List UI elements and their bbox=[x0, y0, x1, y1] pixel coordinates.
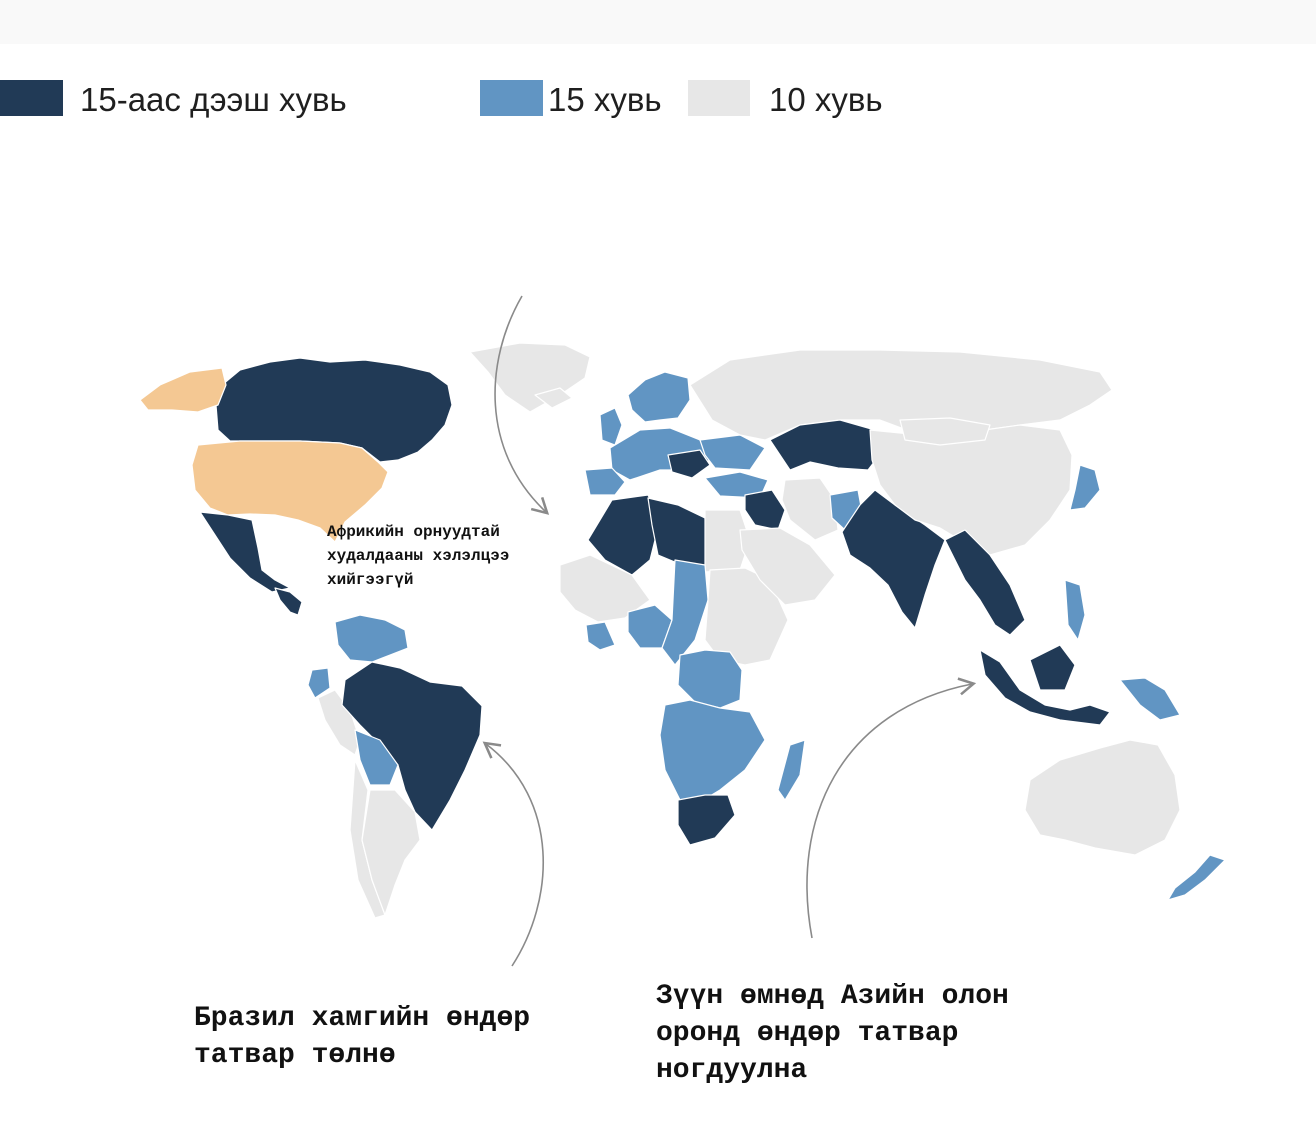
region-scandinavia bbox=[627, 371, 691, 423]
legend-label-above-15: 15-аас дээш хувь bbox=[80, 81, 347, 118]
africa-note: Африкийн орнуудтай худалдааны хэлэлцээ х… bbox=[327, 523, 510, 589]
region-philippines bbox=[1064, 579, 1086, 641]
region-russia bbox=[689, 349, 1113, 441]
region-mongolia bbox=[899, 417, 991, 446]
region-madagascar bbox=[777, 739, 806, 801]
arrow-brazil bbox=[482, 741, 544, 967]
region-iran bbox=[781, 477, 839, 541]
region-australia bbox=[1024, 739, 1181, 856]
region-iberia bbox=[584, 467, 626, 496]
region-uk-ireland bbox=[599, 407, 623, 446]
region-turkey bbox=[704, 471, 769, 499]
arrow-africa bbox=[494, 295, 550, 515]
region-japan bbox=[1069, 464, 1101, 511]
brazil-note: Бразил хамгийн өндөр татвар төлнө bbox=[194, 1003, 531, 1071]
region-usa bbox=[191, 440, 389, 543]
region-greenland bbox=[469, 342, 591, 413]
region-west-africa bbox=[559, 554, 651, 623]
region-chad-sudan bbox=[661, 559, 709, 666]
region-iceland bbox=[534, 387, 573, 409]
region-argentina bbox=[361, 789, 421, 916]
region-central-africa bbox=[677, 649, 743, 709]
region-ecuador bbox=[307, 667, 331, 699]
legend-label-15: 15 хувь bbox=[548, 81, 662, 118]
legend-label-10: 10 хувь bbox=[769, 81, 883, 118]
legend-swatch-15 bbox=[480, 80, 543, 116]
region-venezuela-colombia bbox=[334, 614, 409, 663]
region-balkans bbox=[667, 449, 711, 479]
region-ivory-coast-ghana bbox=[585, 621, 616, 651]
legend-swatch-10 bbox=[688, 80, 750, 116]
region-malaysia-indonesia bbox=[979, 644, 1111, 726]
legend-swatch-above-15 bbox=[0, 80, 63, 116]
top-band bbox=[0, 0, 1316, 44]
region-middle-east-iraq-syria bbox=[744, 489, 786, 531]
region-mexico bbox=[199, 511, 291, 593]
region-southeast-asia bbox=[944, 529, 1026, 636]
region-pakistan-india bbox=[841, 489, 946, 629]
region-arabia bbox=[739, 527, 836, 606]
region-bolivia bbox=[354, 729, 399, 786]
asia-note: Зүүн өмнөд Азийн олон оронд өндөр татвар… bbox=[656, 981, 1009, 1086]
arrow-asia bbox=[806, 677, 977, 939]
legend: 15-аас дээш хувь 15 хувь 10 хувь bbox=[0, 78, 1316, 122]
region-central-america bbox=[274, 587, 303, 616]
region-kazakhstan bbox=[769, 419, 886, 471]
region-china bbox=[869, 424, 1073, 556]
region-papua-new-guinea bbox=[1119, 677, 1181, 721]
region-south-africa bbox=[677, 794, 736, 846]
region-southern-africa bbox=[659, 699, 766, 803]
region-new-zealand bbox=[1167, 854, 1226, 901]
region-alaska bbox=[139, 367, 227, 413]
